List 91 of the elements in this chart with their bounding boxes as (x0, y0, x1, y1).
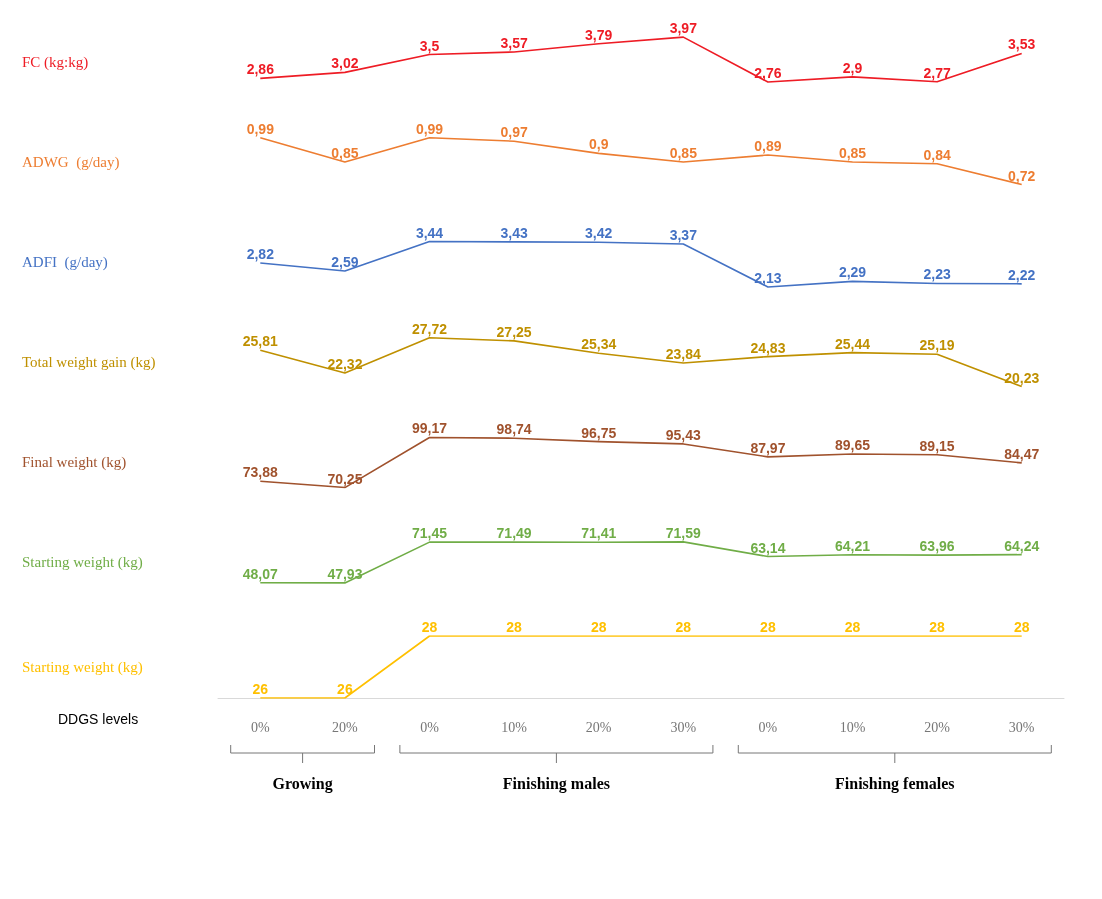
data-label: 70,25 (327, 470, 363, 487)
data-label: 3,42 (585, 225, 613, 242)
text: ADWG (g/day) (22, 153, 120, 171)
data-label: 3,43 (500, 224, 528, 241)
text: Starting weight (kg) (22, 553, 143, 571)
data-label: 2,22 (1008, 266, 1036, 283)
data-label: 3,44 (415, 224, 444, 241)
x-axis-title: DDGS levels (58, 711, 139, 727)
data-label: 28 (844, 619, 861, 635)
data-label: 48,07 (242, 565, 279, 582)
data-label: 2,13 (754, 269, 782, 286)
data-label: 22,32 (327, 355, 363, 372)
data-label: 95,43 (665, 426, 702, 443)
data-label: 64,21 (834, 537, 871, 554)
data-label: 96,75 (581, 424, 617, 441)
data-label: 2,9 (842, 59, 863, 76)
x-tick-label: 10% (839, 719, 866, 735)
data-label: 2,23 (923, 266, 951, 283)
text: ADFI (g/day) (22, 253, 108, 271)
text: FC (kg:kg) (22, 53, 89, 71)
data-label: 0,85 (331, 145, 359, 161)
text: Finishing females (835, 774, 955, 793)
data-label: 87,97 (750, 439, 786, 456)
data-label: 2,86 (246, 61, 275, 78)
data-label: 2,76 (754, 65, 782, 82)
data-label: 0,89 (754, 138, 782, 155)
data-label: 3,53 (1008, 36, 1036, 53)
data-label: 84,47 (1004, 445, 1040, 462)
data-label: 2,82 (246, 246, 275, 263)
data-label: 25,44 (834, 335, 871, 352)
data-label: 0,85 (669, 145, 698, 161)
data-label: 89,65 (834, 436, 871, 453)
data-label: 63,14 (750, 539, 786, 556)
data-label: 28 (760, 619, 776, 635)
data-label: 3,97 (669, 20, 698, 37)
data-label: 64,24 (1004, 537, 1040, 554)
data-label: 89,15 (919, 437, 955, 454)
data-label: 28 (590, 619, 607, 635)
x-tick-label: 0% (420, 719, 440, 735)
text: Growing (272, 774, 333, 793)
data-label: 47,93 (327, 565, 363, 582)
data-label: 27,25 (496, 323, 532, 340)
data-label: 0,85 (838, 145, 867, 161)
x-tick-label: 30% (670, 719, 697, 735)
data-label: 99,17 (411, 420, 448, 437)
data-label: 28 (506, 619, 523, 635)
data-label: 28 (929, 619, 946, 635)
data-label: 26 (252, 681, 269, 697)
x-tick-label: 0% (758, 719, 778, 735)
data-label: 0,99 (415, 120, 444, 137)
data-label: 27,72 (411, 320, 448, 337)
data-label: 25,34 (581, 336, 617, 353)
data-label: 28 (675, 619, 692, 635)
data-label: 3,37 (669, 226, 698, 243)
data-label: 0,84 (923, 146, 951, 163)
data-label: 2,77 (923, 64, 951, 81)
data-label: 3,79 (585, 26, 613, 43)
x-tick-label: 0% (250, 719, 270, 735)
data-label: 98,74 (496, 421, 532, 438)
data-label: 28 (1013, 619, 1030, 635)
text: Finishing males (502, 774, 610, 793)
data-label: 25,19 (919, 337, 955, 354)
data-label: 0,99 (246, 120, 275, 137)
data-label: 28 (421, 619, 438, 635)
data-label: 73,88 (242, 464, 279, 481)
data-label: 24,83 (750, 339, 786, 356)
data-label: 71,59 (665, 524, 702, 541)
data-label: 25,81 (242, 333, 279, 350)
data-label: 2,29 (838, 264, 867, 281)
data-label: 26 (337, 681, 353, 697)
data-label: 20,23 (1004, 369, 1040, 386)
x-tick-label: 20% (332, 719, 359, 735)
data-label: 2,59 (331, 254, 359, 271)
data-label: 0,72 (1008, 167, 1036, 184)
text: Starting weight (kg) (22, 658, 143, 676)
text: Final weight (kg) (22, 453, 127, 471)
data-label: 23,84 (665, 346, 702, 363)
data-label: 0,9 (588, 136, 609, 153)
x-tick-label: 10% (501, 719, 528, 735)
text: Total weight gain (kg) (22, 353, 156, 371)
data-label: 3,5 (419, 37, 440, 54)
data-label: 71,49 (496, 525, 532, 542)
data-label: 3,57 (500, 34, 528, 51)
data-label: 71,41 (581, 525, 617, 542)
data-label: 63,96 (919, 538, 955, 555)
x-tick-label: 20% (585, 719, 612, 735)
x-tick-label: 30% (1008, 719, 1035, 735)
data-label: 3,02 (331, 55, 359, 72)
data-label: 71,45 (411, 525, 448, 542)
x-tick-label: 20% (924, 719, 951, 735)
data-label: 0,97 (500, 124, 528, 141)
